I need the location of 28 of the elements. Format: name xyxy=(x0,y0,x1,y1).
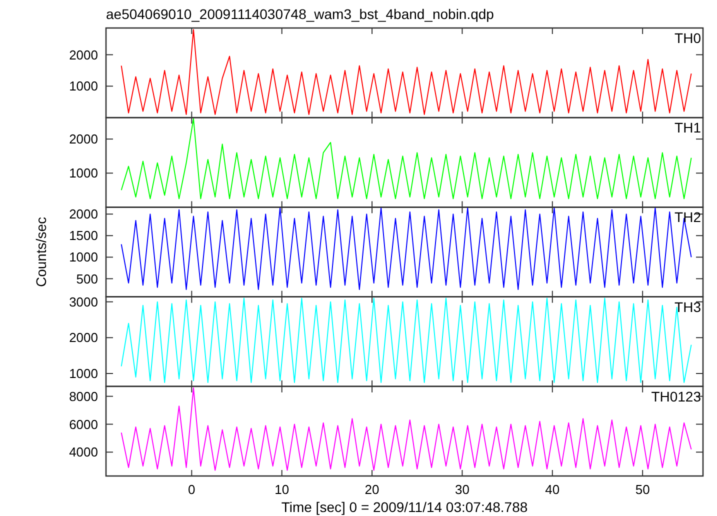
annotation: TH2 xyxy=(674,209,702,226)
y-tick-label: 3000 xyxy=(69,294,98,310)
chart-title: ae504069010_20091114030748_wam3_bst_4band_nobin.qdp xyxy=(106,6,494,22)
x-tick-label: 40 xyxy=(545,482,560,497)
y-tick-label: 1000 xyxy=(69,78,98,94)
y-tick-label: 2000 xyxy=(69,47,98,62)
annotation: TH1 xyxy=(674,120,702,136)
y-tick-label: 2000 xyxy=(69,132,98,147)
x-tick-label: 10 xyxy=(274,482,290,497)
y-axis-title: Counts/sec xyxy=(33,216,49,288)
y-tick-label: 2000 xyxy=(69,330,98,346)
annotation: TH0 xyxy=(674,30,702,46)
y-tick-label: 1000 xyxy=(69,366,98,382)
y-tick-label: 2000 xyxy=(69,206,98,222)
x-tick-label: 20 xyxy=(364,482,380,497)
y-tick-label: 500 xyxy=(76,271,98,286)
y-tick-label: 1000 xyxy=(69,250,98,265)
x-tick-label: 0 xyxy=(188,482,196,497)
y-tick-label: 1000 xyxy=(69,166,98,181)
y-tick-label: 6000 xyxy=(69,416,98,432)
x-tick-label: 50 xyxy=(635,482,650,497)
y-tick-label: 4000 xyxy=(69,444,98,460)
annotation: TH0123 xyxy=(651,388,702,404)
y-tick-label: 8000 xyxy=(69,388,98,404)
x-tick-label: 30 xyxy=(454,482,470,497)
x-axis-title: Time [sec] 0 = 2009/11/14 03:07:48.788 xyxy=(281,499,528,515)
y-tick-label: 1500 xyxy=(69,228,98,244)
annotation: TH3 xyxy=(674,298,702,315)
